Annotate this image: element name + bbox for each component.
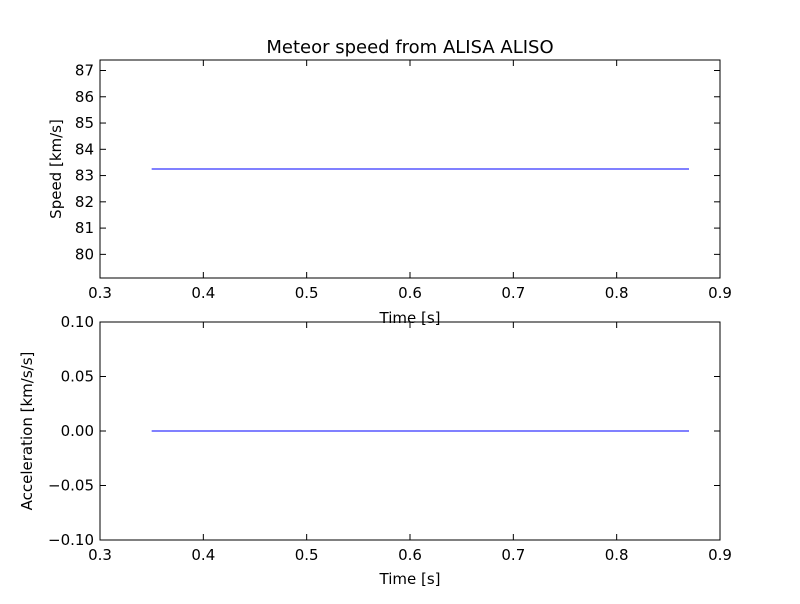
speed-y-tick-label: 87: [75, 62, 94, 80]
speed-y-tick-label: 80: [75, 245, 94, 263]
acceleration-x-tick-label: 0.9: [708, 546, 732, 564]
acceleration-x-ticks: 0.3 0.4 0.5 0.6 0.7 0.8 0.9: [88, 322, 732, 564]
speed-x-tick-label: 0.7: [501, 284, 525, 302]
acceleration-x-tick-label: 0.3: [88, 546, 112, 564]
speed-x-tick-label: 0.9: [708, 284, 732, 302]
speed-y-tick-label: 84: [75, 140, 94, 158]
acceleration-y-tick-label: 0.00: [61, 422, 94, 440]
acceleration-x-tick-label: 0.5: [295, 546, 319, 564]
speed-x-tick-label: 0.3: [88, 284, 112, 302]
speed-y-tick-label: 86: [75, 88, 94, 106]
speed-subplot: Meteor speed from ALISA ALISO 0.3 0.4 0.5 0…: [47, 37, 732, 327]
acceleration-x-tick-label: 0.6: [398, 546, 422, 564]
speed-y-tick-label: 82: [75, 193, 94, 211]
acceleration-y-tick-label: 0.10: [61, 313, 94, 331]
speed-x-tick-label: 0.4: [191, 284, 215, 302]
acceleration-x-tick-label: 0.7: [501, 546, 525, 564]
speed-y-tick-label: 85: [75, 114, 94, 132]
speed-y-axis-label: Speed [km/s]: [47, 119, 65, 219]
acceleration-y-tick-label: −0.05: [48, 477, 94, 495]
acceleration-x-axis-label: Time [s]: [379, 570, 441, 588]
speed-x-tick-label: 0.6: [398, 284, 422, 302]
acceleration-y-tick-label: −0.10: [48, 531, 94, 549]
acceleration-x-tick-label: 0.4: [191, 546, 215, 564]
acceleration-y-axis-label: Acceleration [km/s/s]: [18, 352, 36, 511]
speed-x-tick-label: 0.8: [605, 284, 629, 302]
speed-y-ticks: 80 81 82 83 84 85 86 87: [75, 62, 720, 263]
acceleration-subplot: 0.3 0.4 0.5 0.6 0.7 0.8 0.9 −0.10 −0.05 0.00 0.05…: [18, 313, 732, 588]
speed-y-tick-label: 81: [75, 219, 94, 237]
acceleration-y-tick-label: 0.05: [61, 368, 94, 386]
speed-x-tick-label: 0.5: [295, 284, 319, 302]
acceleration-y-ticks: −0.10 −0.05 0.00 0.05 0.10: [48, 313, 720, 549]
acceleration-x-tick-label: 0.8: [605, 546, 629, 564]
speed-chart-title: Meteor speed from ALISA ALISO: [266, 37, 553, 58]
speed-x-ticks: 0.3 0.4 0.5 0.6 0.7 0.8 0.9: [88, 60, 732, 302]
speed-y-tick-label: 83: [75, 167, 94, 185]
